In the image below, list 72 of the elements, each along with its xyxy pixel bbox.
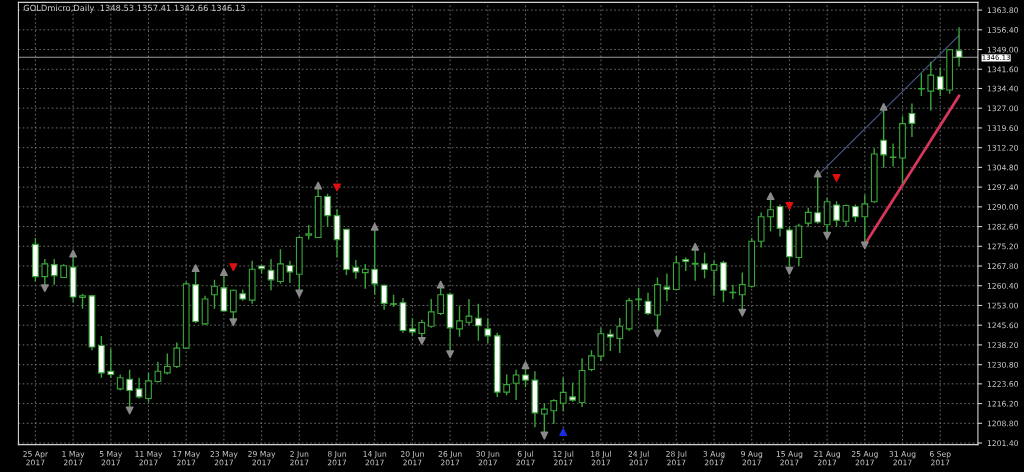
candlestick xyxy=(361,263,369,290)
point xyxy=(521,361,530,370)
point xyxy=(860,241,869,250)
candlestick xyxy=(512,369,520,401)
candlestick xyxy=(804,206,812,228)
point xyxy=(69,249,78,258)
candlestick xyxy=(267,258,275,291)
point xyxy=(191,264,200,273)
candlestick xyxy=(776,203,784,238)
point xyxy=(314,181,323,190)
candlestick xyxy=(908,102,916,138)
candlestick xyxy=(352,259,360,280)
candlestick xyxy=(710,259,718,297)
candlestick xyxy=(324,193,331,228)
candlestick xyxy=(635,287,642,311)
point xyxy=(823,231,832,240)
candlestick xyxy=(597,327,605,362)
point xyxy=(785,266,794,275)
candlestick xyxy=(889,142,897,168)
point xyxy=(295,289,304,298)
candlestick xyxy=(484,317,492,344)
point xyxy=(229,263,238,272)
candlestick xyxy=(936,66,944,97)
candlestick xyxy=(663,272,671,302)
candlestick xyxy=(701,251,708,279)
point xyxy=(691,242,700,251)
candlestick xyxy=(917,72,925,97)
candlestick xyxy=(173,341,181,369)
candlestick xyxy=(107,347,115,379)
point xyxy=(832,174,841,182)
candlestick xyxy=(955,26,963,68)
point xyxy=(766,192,775,201)
candlestick xyxy=(465,298,473,326)
chart-title: GOLDmicro,Daily 1348.53 1357.41 1342.66 1346.13 xyxy=(23,4,245,13)
candlestick xyxy=(135,377,143,400)
point xyxy=(40,284,49,293)
point xyxy=(559,428,568,437)
candlestick xyxy=(456,304,463,338)
candlestick xyxy=(616,317,624,354)
point xyxy=(219,268,228,277)
candlestick xyxy=(475,303,482,342)
candlestick xyxy=(503,373,511,397)
candlestick xyxy=(569,381,577,403)
point xyxy=(879,102,888,111)
point xyxy=(125,406,134,415)
candlestick xyxy=(277,248,284,285)
candlestick xyxy=(833,200,840,228)
candlestick xyxy=(550,398,558,425)
candlestick xyxy=(427,298,435,329)
candlestick xyxy=(154,361,162,384)
candlestick xyxy=(211,279,218,310)
candlestick xyxy=(559,377,567,412)
candlestick xyxy=(927,61,935,112)
point xyxy=(738,308,747,317)
candlestick xyxy=(145,372,152,403)
candlestick xyxy=(50,258,58,286)
candlestick xyxy=(842,203,850,228)
point xyxy=(370,222,379,231)
point xyxy=(540,431,549,440)
candlestick xyxy=(588,349,595,373)
candlestick xyxy=(606,328,614,352)
candlestick xyxy=(644,291,652,316)
point xyxy=(436,280,445,289)
candlestick xyxy=(286,259,294,284)
point xyxy=(333,183,341,192)
candlestick xyxy=(380,283,388,311)
point xyxy=(229,318,238,327)
point xyxy=(446,350,455,359)
candlestick xyxy=(163,352,171,376)
point xyxy=(813,169,822,178)
point xyxy=(785,202,794,210)
point xyxy=(417,336,426,345)
